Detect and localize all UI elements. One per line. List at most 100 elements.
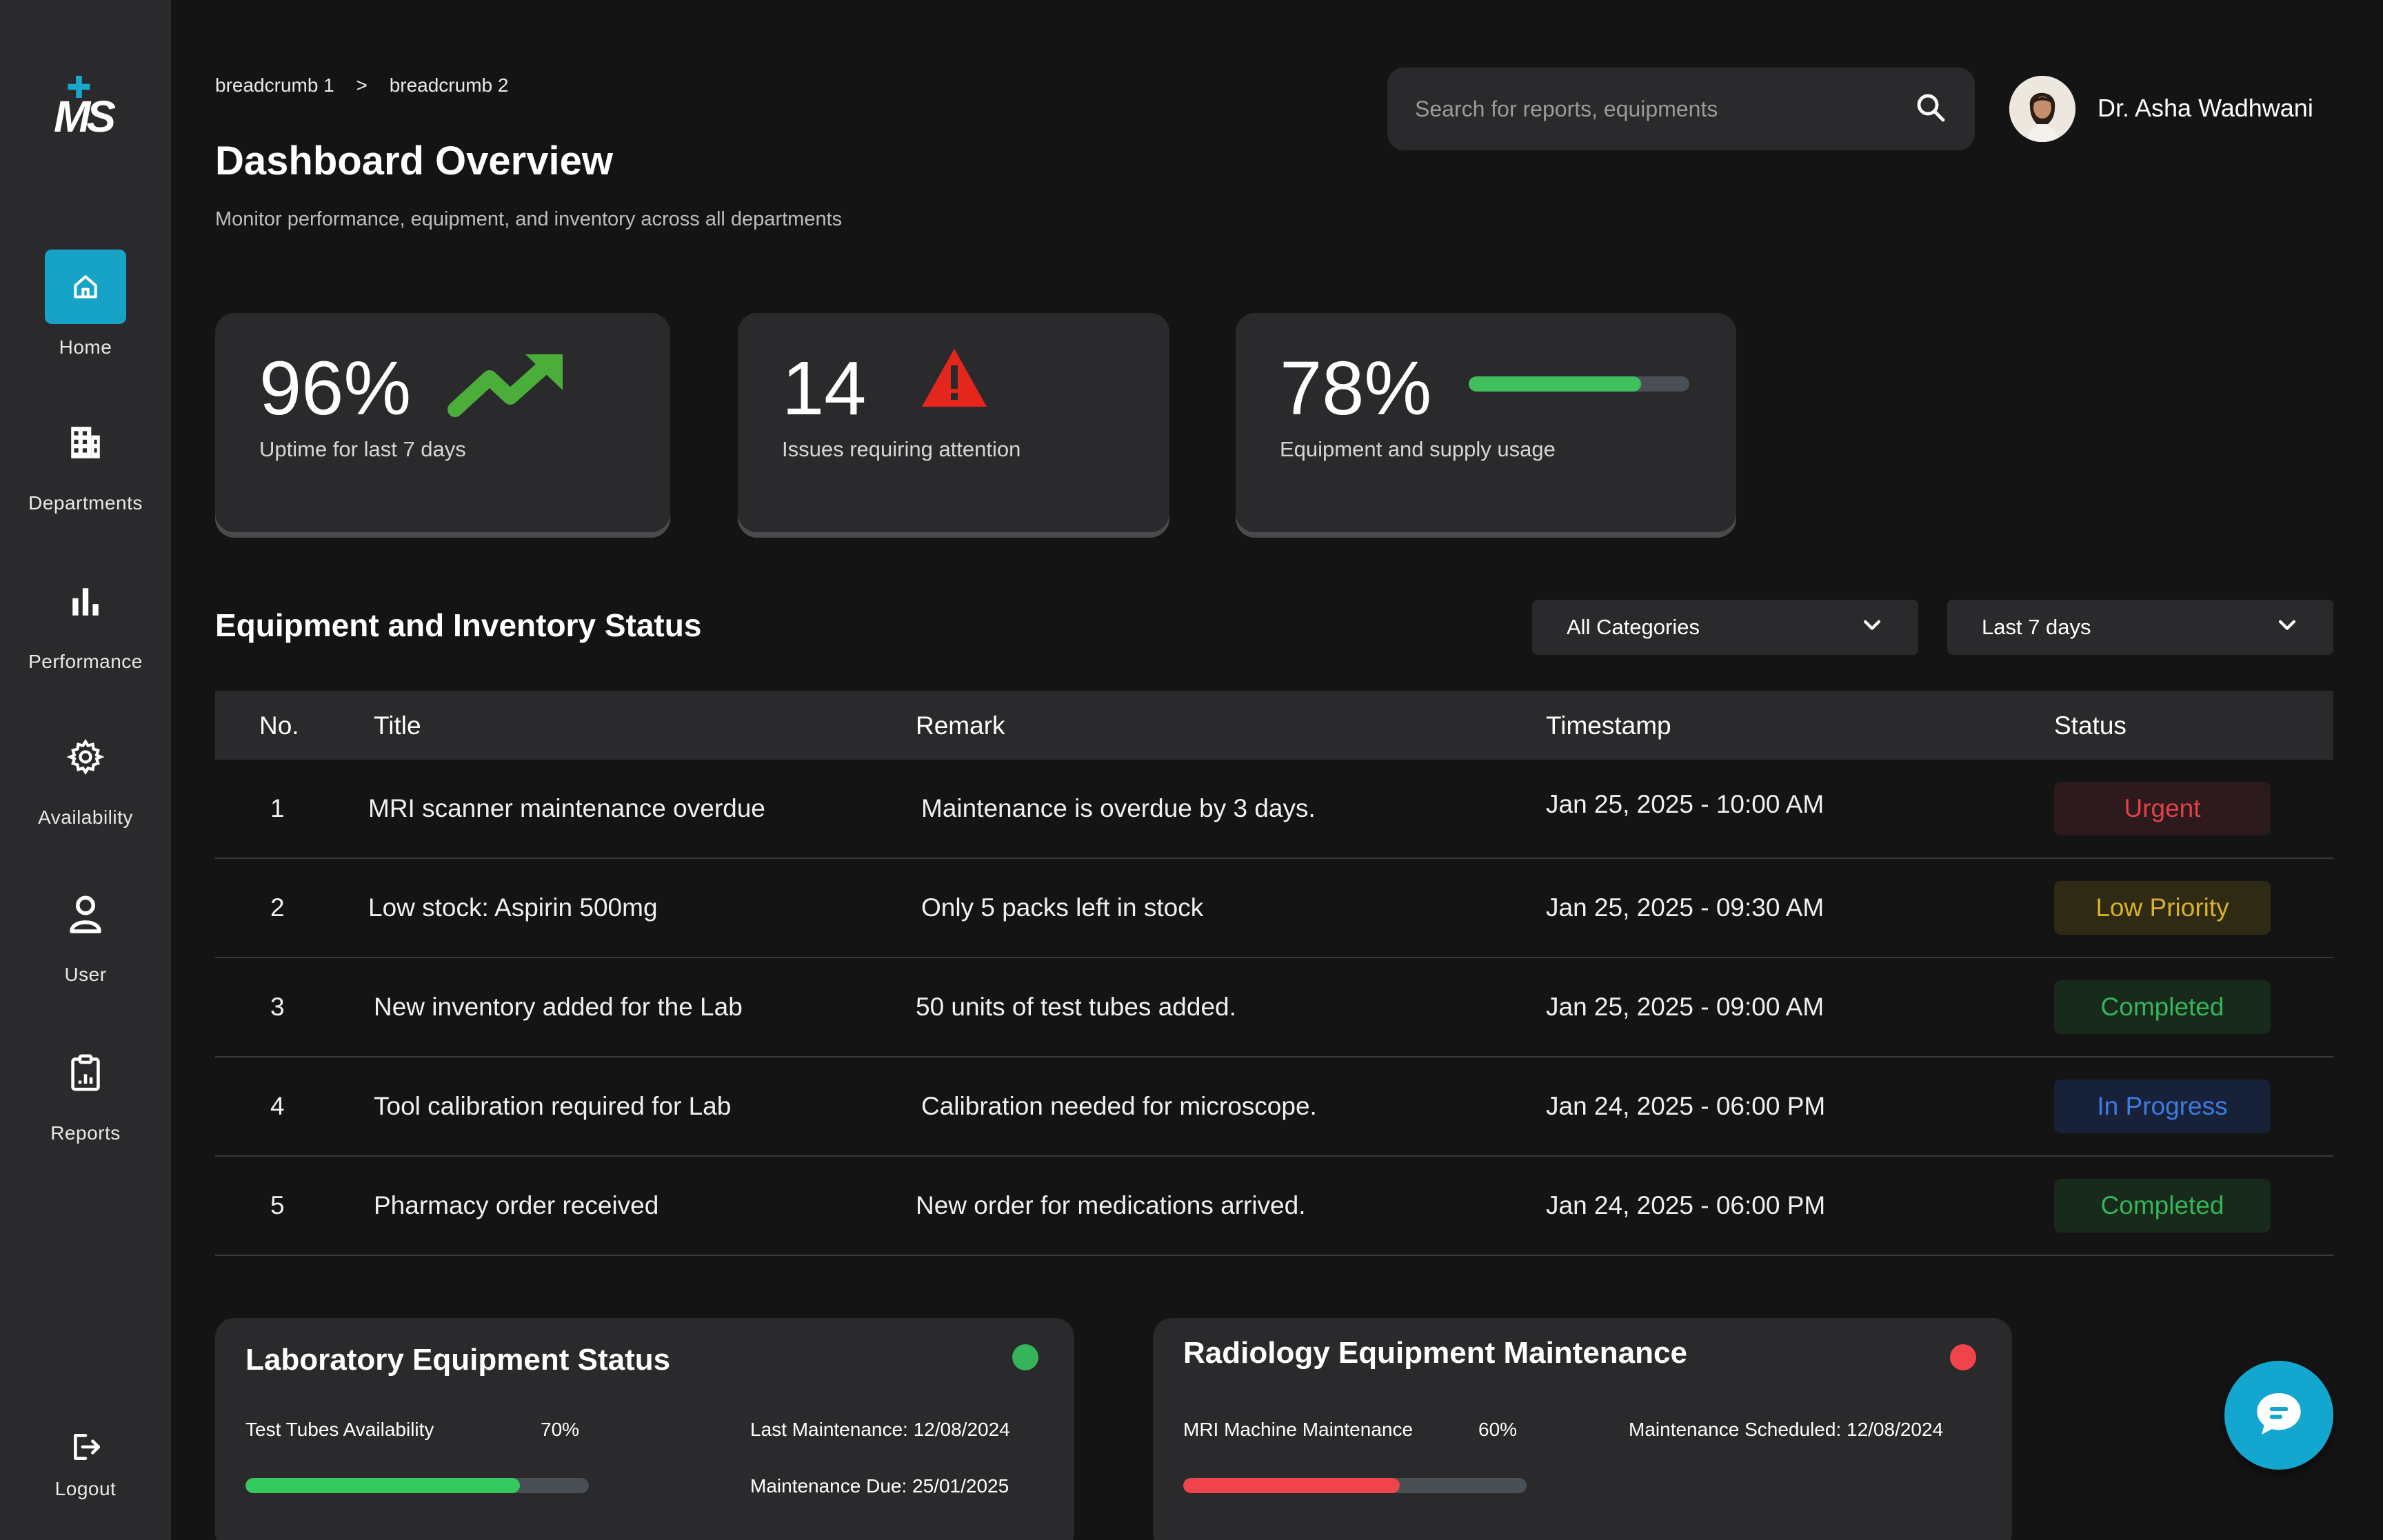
cell-remark: 50 units of test tubes added. (916, 993, 1236, 1021)
card-title: Laboratory Equipment Status (245, 1343, 671, 1377)
status-table: No. Title Remark Timestamp Status 1 MRI … (215, 691, 2333, 1256)
cell-timestamp: Jan 25, 2025 - 09:00 AM (1546, 993, 1824, 1021)
plus-icon: ✚ (66, 71, 92, 105)
column-header-title[interactable]: Title (374, 711, 421, 740)
logout-icon (0, 1430, 171, 1474)
column-header-status[interactable]: Status (2054, 711, 2126, 740)
chat-button[interactable] (2224, 1361, 2333, 1470)
search-input[interactable] (1415, 96, 1914, 122)
chevron-down-icon (2275, 613, 2299, 642)
kpi-label: Uptime for last 7 days (259, 437, 466, 461)
column-header-remark[interactable]: Remark (916, 711, 1005, 740)
maintenance-scheduled: Maintenance Scheduled: 12/08/2024 (1629, 1419, 1944, 1440)
search-bar (1387, 68, 1975, 150)
sidebar-item-label: Home (59, 336, 112, 358)
sidebar-item-performance[interactable]: Performance (0, 564, 171, 673)
cell-title: Low stock: Aspirin 500mg (368, 893, 658, 922)
status-badge: Completed (2054, 980, 2271, 1034)
kpi-value: 14 (782, 346, 867, 431)
kpi-value: 96% (259, 346, 412, 431)
sidebar-item-home[interactable]: Home (0, 250, 171, 358)
cell-no: 3 (270, 993, 285, 1021)
cell-remark: Maintenance is overdue by 3 days. (921, 794, 1316, 822)
home-icon (45, 250, 126, 324)
sidebar-item-label: Availability (38, 807, 133, 828)
search-icon[interactable] (1914, 91, 1947, 128)
sidebar-item-label: Performance (28, 651, 143, 672)
avatar[interactable] (2009, 76, 2075, 142)
usage-progress-fill (1469, 376, 1641, 392)
chat-bubble-icon (2251, 1386, 2306, 1445)
sidebar-item-user[interactable]: User (0, 877, 171, 986)
kpi-card-issues: 14 Issues requiring attention (738, 313, 1169, 532)
user-icon (45, 877, 126, 951)
sidebar-item-reports[interactable]: Reports (0, 1035, 171, 1144)
radiology-progress-fill (1183, 1478, 1400, 1493)
cell-no: 1 (270, 794, 285, 822)
breadcrumb-separator: > (356, 74, 368, 96)
gear-icon (45, 720, 126, 794)
lab-progress-fill (245, 1478, 521, 1493)
logo-text: MS (54, 92, 116, 141)
sidebar-item-availability[interactable]: Availability (0, 720, 171, 829)
table-row[interactable]: 2 Low stock: Aspirin 500mg Only 5 packs … (215, 859, 2333, 958)
cell-timestamp: Jan 24, 2025 - 06:00 PM (1546, 1092, 1826, 1120)
cell-title: Tool calibration required for Lab (374, 1092, 732, 1120)
column-header-timestamp[interactable]: Timestamp (1546, 711, 1671, 740)
cell-no: 4 (270, 1092, 285, 1120)
trend-up-icon (445, 350, 567, 428)
maintenance-due: Maintenance Due: 25/01/2025 (750, 1475, 1009, 1497)
sidebar-item-departments[interactable]: Departments (0, 405, 171, 514)
user-name[interactable]: Dr. Asha Wadhwani (2098, 94, 2313, 122)
category-select-value: All Categories (1567, 615, 1700, 639)
clipboard-icon (45, 1035, 126, 1110)
kpi-card-uptime: 96% Uptime for last 7 days (215, 313, 670, 532)
radiology-card: Radiology Equipment Maintenance MRI Mach… (1153, 1318, 2012, 1540)
breadcrumb-link[interactable]: breadcrumb 1 (215, 74, 334, 96)
lab-equipment-card: Laboratory Equipment Status Test Tubes A… (215, 1318, 1074, 1540)
usage-progress-bar (1469, 376, 1689, 392)
building-icon (45, 405, 126, 480)
section-title: Equipment and Inventory Status (215, 607, 702, 643)
period-select[interactable]: Last 7 days (1947, 600, 2333, 655)
breadcrumb-link[interactable]: breadcrumb 2 (389, 74, 509, 96)
cell-title: New inventory added for the Lab (374, 993, 743, 1021)
category-select[interactable]: All Categories (1532, 600, 1918, 655)
sidebar-item-label: Reports (50, 1122, 121, 1144)
table-header: No. Title Remark Timestamp Status (215, 691, 2333, 760)
kpi-label: Equipment and supply usage (1280, 437, 1556, 461)
app-logo[interactable]: ✚ MS (52, 71, 119, 142)
table-row[interactable]: 3 New inventory added for the Lab 50 uni… (215, 958, 2333, 1057)
logout-button[interactable]: Logout (0, 1430, 171, 1500)
chevron-down-icon (1860, 613, 1884, 642)
status-badge: In Progress (2054, 1080, 2271, 1133)
table-row[interactable]: 1 MRI scanner maintenance overdue Mainte… (215, 760, 2333, 859)
cell-timestamp: Jan 24, 2025 - 06:00 PM (1546, 1191, 1826, 1219)
cell-no: 5 (270, 1191, 285, 1219)
period-select-value: Last 7 days (1982, 615, 2091, 639)
column-header-no[interactable]: No. (259, 711, 299, 740)
metric-value: 70% (541, 1419, 580, 1440)
page-title: Dashboard Overview (215, 139, 613, 183)
status-badge: Completed (2054, 1179, 2271, 1233)
cell-no: 2 (270, 893, 285, 922)
radiology-progress-bar (1183, 1478, 1527, 1493)
card-title: Radiology Equipment Maintenance (1183, 1336, 1687, 1370)
page-subtitle: Monitor performance, equipment, and inve… (215, 208, 843, 230)
cell-timestamp: Jan 25, 2025 - 10:00 AM (1546, 790, 1824, 818)
cell-title: Pharmacy order received (374, 1191, 659, 1219)
table-row[interactable]: 5 Pharmacy order received New order for … (215, 1157, 2333, 1256)
table-row[interactable]: 4 Tool calibration required for Lab Cali… (215, 1057, 2333, 1157)
status-badge: Low Priority (2054, 881, 2271, 935)
lab-progress-bar (245, 1478, 589, 1493)
metric-value: 60% (1478, 1419, 1518, 1440)
cell-remark: Calibration needed for microscope. (921, 1092, 1317, 1120)
sidebar-item-label: Departments (28, 492, 143, 514)
kpi-card-usage: 78% Equipment and supply usage (1236, 313, 1736, 532)
sidebar: ✚ MS Home Departments Performance (0, 0, 171, 1540)
last-maintenance: Last Maintenance: 12/08/2024 (750, 1419, 1010, 1440)
warning-icon (920, 346, 989, 413)
metric-label: MRI Machine Maintenance (1183, 1419, 1414, 1440)
breadcrumb: breadcrumb 1 > breadcrumb 2 (215, 74, 525, 97)
